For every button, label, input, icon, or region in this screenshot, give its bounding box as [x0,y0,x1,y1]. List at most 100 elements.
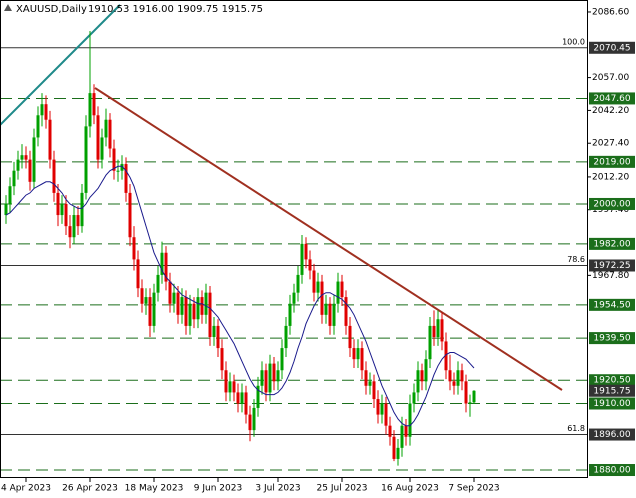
candle-body [408,403,412,437]
candle-body [220,348,224,371]
candle-body [344,297,348,326]
candle-body [232,381,236,393]
candle-body [132,237,136,260]
candle-body [444,341,448,371]
candle-body [360,348,364,371]
candle-body [252,407,256,431]
candle-body [296,274,300,293]
price-box [589,332,635,345]
plot-area [0,4,587,471]
candle-body [244,392,248,415]
candle-body [276,370,280,382]
candle-body [164,252,168,282]
candle-body [388,425,392,437]
price-box-label: 1972.25 [593,261,630,271]
candle-body [180,297,184,315]
price-box-label: 1939.50 [593,334,630,344]
candle-body [256,385,260,408]
candle-body [172,292,176,304]
candle-body [328,303,332,326]
candle-body [468,402,472,404]
candle-body [212,325,216,337]
candle-body [300,243,304,275]
y-tick-label: 2027.40 [592,139,629,149]
price-box-label: 2047.60 [593,94,630,104]
candle-body [144,297,148,304]
symbol-icon [4,4,12,11]
moving-average [5,165,475,427]
candle-body [352,348,356,360]
candle-body [72,215,76,238]
candle-body [348,325,352,349]
candle-body [432,325,436,337]
plot-border [0,0,588,478]
candle-body [364,370,368,386]
candle-body [428,325,432,360]
price-box [589,374,635,387]
price-box [589,155,635,168]
price-box-label: 1915.75 [593,386,630,396]
candle-body [288,303,292,326]
candle-body [456,370,460,386]
price-box [589,464,635,477]
price-box [589,384,635,397]
x-tick-label: 4 Apr 2023 [1,484,51,494]
candle-body [376,399,380,415]
price-box-label: 2019.00 [593,157,630,167]
trendline [94,87,563,391]
candle-body [16,159,20,171]
price-box-label: 1982.00 [593,239,630,249]
candle-body [168,281,172,304]
candle-body [308,259,312,271]
candle-body [452,381,456,386]
candle-body [396,447,400,459]
candle-body [108,119,112,149]
candle-body [176,292,180,315]
candle-body [36,115,40,138]
candle-body [284,325,288,349]
x-tick-label: 26 Apr 2023 [62,484,118,494]
price-box-label: 1910.00 [593,399,630,409]
y-tick-label: 1997.40 [592,205,629,215]
candle-body [392,436,396,459]
candle-body [264,370,268,393]
fib-label: 100.0 [562,37,585,46]
candle-body [4,203,8,216]
candle-body [380,403,384,415]
candle-body [464,381,468,404]
y-tick-label: 1967.80 [592,271,629,281]
candle-body [120,164,124,171]
price-box-label: 2070.45 [593,43,630,53]
ohlc-label: 1910.53 1916.00 1909.75 1915.75 [88,4,263,15]
candle-body [64,203,68,227]
candle-body [208,292,212,337]
candle-body [460,370,464,382]
candle-body [312,270,316,293]
candle-body [160,252,164,275]
candle-body [336,281,340,304]
candle-body [304,243,308,260]
candle-body [224,370,228,393]
price-box-label: 2000.00 [593,199,630,209]
candle-body [152,292,156,326]
candle-body [68,226,72,238]
candle-body [96,115,100,160]
candle-body [104,119,108,138]
candle-body [200,297,204,315]
candle-body [272,363,276,382]
price-box [589,92,635,105]
fib-label: 61.8 [567,424,585,433]
candle-body [20,155,24,160]
candle-body [140,288,144,304]
candle-body [260,370,264,386]
candle-body [12,170,16,187]
candle-body [316,281,320,293]
candle-body [416,370,420,393]
candle-body [196,297,200,320]
candle-body [372,381,376,400]
candle-body [44,104,48,120]
candle-body [148,297,152,326]
candle-body [324,303,328,315]
candle-body [112,148,116,171]
